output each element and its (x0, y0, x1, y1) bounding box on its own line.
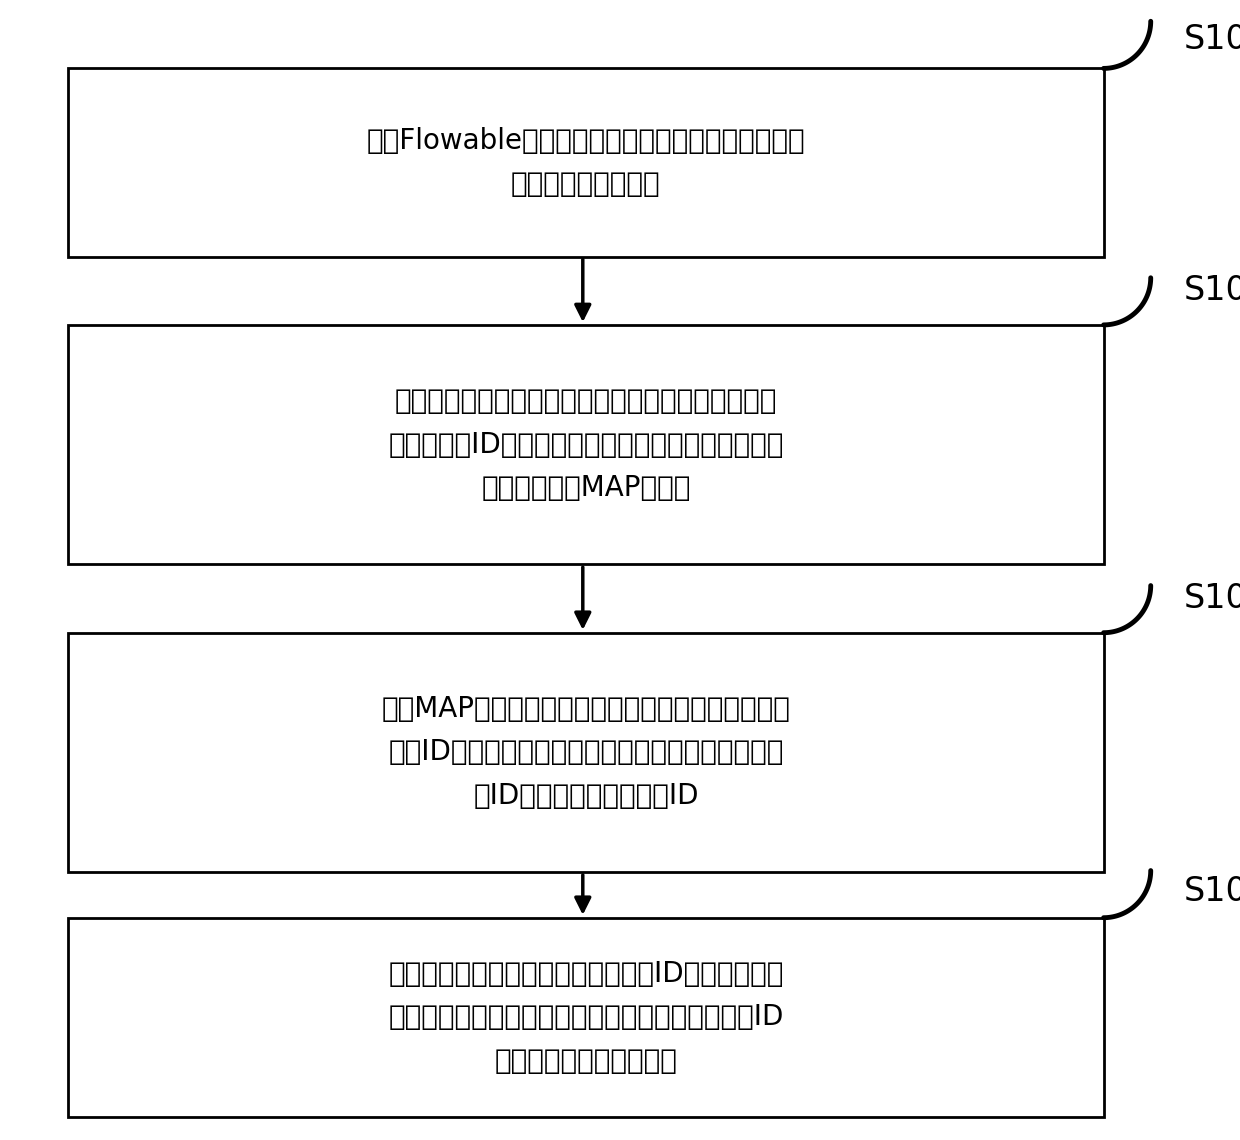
Text: S101: S101 (1184, 24, 1240, 56)
FancyBboxPatch shape (68, 633, 1104, 872)
Text: S102: S102 (1184, 275, 1240, 307)
Text: 根据MAP变量中记录的各个支路执行流的支路执行流
实体ID和任务节点名称，确定待重建的支路执行流实
体ID和待重建的任务节点ID: 根据MAP变量中记录的各个支路执行流的支路执行流 实体ID和任务节点名称，确定待… (382, 695, 790, 809)
Text: S103: S103 (1184, 583, 1240, 614)
Text: 将流程实例中主执行流对应的各个支路执行流的支路
执行流实体ID和任务节点名称，记录于流程实例中主
执行流对应的MAP变量中: 将流程实例中主执行流对应的各个支路执行流的支路 执行流实体ID和任务节点名称，记… (388, 388, 784, 502)
FancyBboxPatch shape (68, 325, 1104, 564)
FancyBboxPatch shape (68, 68, 1104, 256)
Text: S104: S104 (1184, 876, 1240, 907)
FancyBboxPatch shape (68, 918, 1104, 1117)
Text: 将流程实例中待重建支路执行流实体ID对应的支路执
行流实体的当前任务节点，配置为待重建任务节点ID
对应的静态任务节点实体: 将流程实例中待重建支路执行流实体ID对应的支路执 行流实体的当前任务节点，配置为… (388, 960, 784, 1075)
Text: 基于Flowable流程引擎，根据预先定义的静态流程数
据创建一个流程实例: 基于Flowable流程引擎，根据预先定义的静态流程数 据创建一个流程实例 (367, 127, 805, 198)
